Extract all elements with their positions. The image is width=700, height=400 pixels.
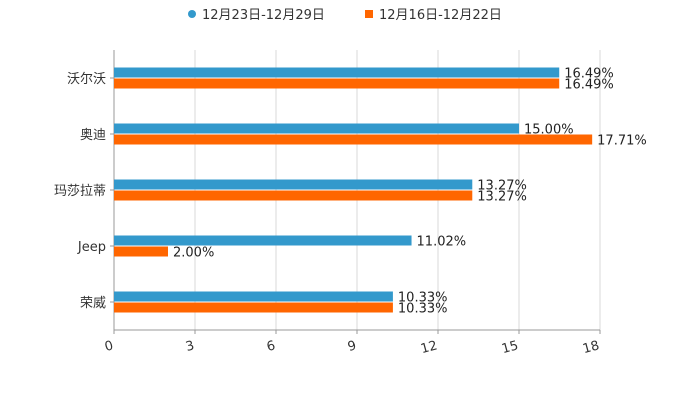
category-label-4: 荣威 <box>80 296 106 311</box>
category-label-0: 沃尔沃 <box>67 72 106 87</box>
bar-series-1-3 <box>114 235 412 246</box>
x-tick-label-3: 3 <box>184 338 196 355</box>
data-label-series-2-4: 10.33% <box>398 302 448 317</box>
data-label-series-1-3: 11.02% <box>417 235 467 250</box>
x-tick-label-15: 15 <box>500 338 520 357</box>
x-tick-label-9: 9 <box>346 338 358 355</box>
bar-series-1-2 <box>114 179 473 190</box>
legend-item-series-1[interactable]: 12月23日-12月29日 <box>188 4 325 23</box>
bar-series-2-1 <box>114 134 593 145</box>
category-label-1: 奥迪 <box>80 128 106 143</box>
x-tick-label-0: 0 <box>103 338 115 355</box>
x-tick-label-12: 12 <box>419 338 439 357</box>
legend-label-series-2: 12月16日-12月22日 <box>379 8 502 23</box>
legend-marker-series-1 <box>188 9 196 18</box>
data-label-series-1-2: 13.27% <box>477 179 527 194</box>
category-label-2: 玛莎拉蒂 <box>54 184 106 199</box>
bar-series-2-4 <box>114 302 393 313</box>
data-label-series-1-1: 15.00% <box>524 123 574 138</box>
x-tick-label-18: 18 <box>581 338 601 357</box>
legend-label-series-1: 12月23日-12月29日 <box>202 8 325 23</box>
data-label-series-2-2: 13.27% <box>477 190 527 205</box>
data-label-series-1-4: 10.33% <box>398 291 448 306</box>
data-label-series-2-0: 16.49% <box>564 78 614 93</box>
legend-marker-series-2 <box>365 9 373 18</box>
x-tick-label-6: 6 <box>265 338 277 355</box>
bar-series-2-0 <box>114 78 560 89</box>
legend-item-series-2[interactable]: 12月16日-12月22日 <box>365 4 502 23</box>
bar-series-2-3 <box>114 246 168 257</box>
category-label-3: Jeep <box>77 240 106 255</box>
data-label-series-2-3: 2.00% <box>173 246 214 261</box>
legend: 12月23日-12月29日 12月16日-12月22日 <box>0 4 700 23</box>
bar-series-1-1 <box>114 123 519 134</box>
bar-series-1-0 <box>114 67 560 78</box>
bar-series-1-4 <box>114 291 393 302</box>
data-label-series-1-0: 16.49% <box>564 67 614 82</box>
data-label-series-2-1: 17.71% <box>597 134 647 149</box>
bar-series-2-2 <box>114 190 473 201</box>
